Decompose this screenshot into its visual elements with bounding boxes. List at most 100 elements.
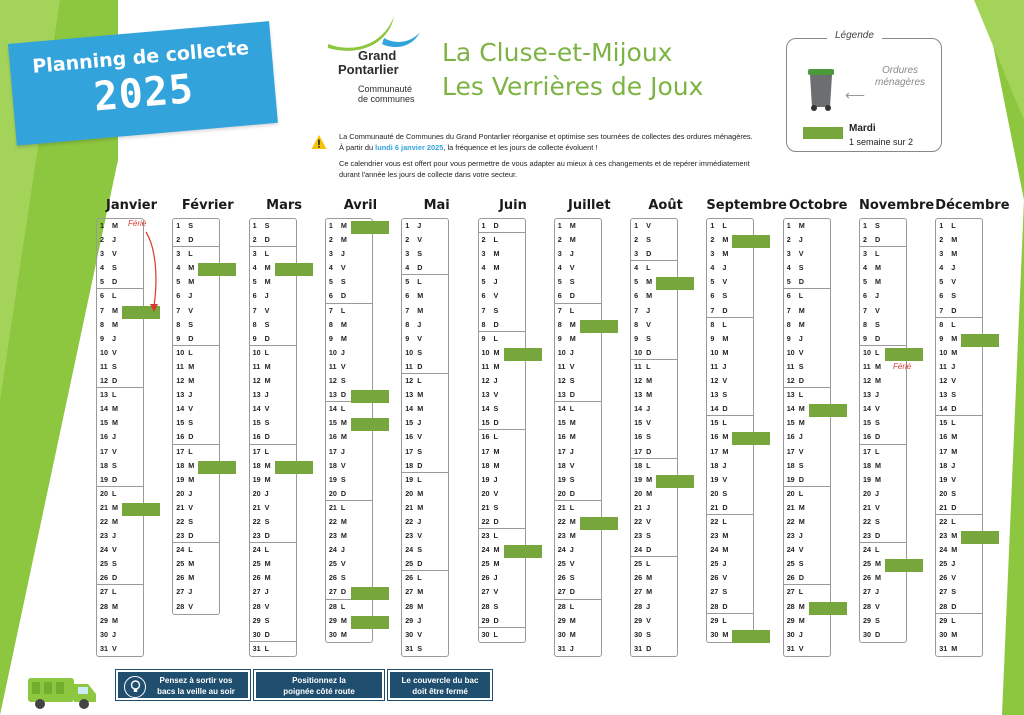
day-letter: L [569,305,575,315]
day-number: 13 [939,390,948,400]
day-number: 10 [863,347,871,357]
day-row: 27 S [936,585,982,599]
day-letter: M [951,432,958,442]
day-letter: M [493,249,500,259]
day-row: 25 S [97,557,143,571]
day-number: 10 [786,347,795,357]
day-letter: J [340,347,345,357]
legend-waste-type-line2: ménagères [874,77,926,88]
tip-2-line2: poignée côté route [283,687,355,696]
day-row: 29 M [97,614,143,628]
month-name: Mars [266,198,303,213]
day-number: 12 [481,376,490,386]
day-row: 11 S [97,360,143,374]
day-row: 16 M [707,430,771,446]
day-letter: M [417,587,424,597]
day-number: 13 [176,390,185,400]
day-number: 11 [405,361,413,371]
day-row: 29 J [402,614,448,628]
day-row: 18 S [784,459,830,473]
day-letter: S [722,587,728,597]
day-letter: V [646,418,651,428]
day-row: 17 J [326,445,372,459]
day-number: 12 [939,376,948,386]
day-letter: S [569,376,575,386]
day-number: 20 [710,488,719,498]
day-number: 9 [328,333,333,343]
day-number: 4 [405,263,410,273]
day-number: 5 [939,277,944,287]
day-letter: S [722,390,728,400]
day-letter: M [875,376,881,386]
day-number: 13 [634,390,643,400]
day-row: 14 M [97,402,143,416]
day-number: 25 [634,559,643,569]
day-row: 20 S [707,487,753,501]
day-number: 17 [710,446,719,456]
day-letter: M [340,432,347,442]
day-number: 18 [252,460,261,470]
day-letter: M [264,559,271,569]
day-letter: J [646,601,651,611]
month-column: Novembre 1 S 2 D 3 L 4 M 5 M 6 J 7 V 8 S 9 D 10 L 11 M 12 M 13 J 14… [859,194,934,643]
day-row: 30 L [479,628,525,642]
day-number: 28 [405,601,414,611]
day-row: 26 S [326,571,372,585]
month-column: Avril 1 M 2 M 3 J 4 V 5 S 6 D 7 L 8 M 9 M 10 J 11 V 12 S 13 D 14 L 15… [324,194,396,643]
day-row: 25 M [860,557,923,573]
day-row: 19 S [326,473,372,487]
day-letter: D [951,502,957,512]
day-row: 12 S [326,374,372,388]
day-number: 29 [557,615,566,625]
day-number: 7 [176,305,181,315]
day-letter: D [340,390,347,400]
day-row: 17 M [707,445,753,459]
day-number: 18 [176,460,185,470]
day-letter: S [646,432,651,442]
day-row: 18 J [707,459,753,473]
day-number: 29 [786,615,795,625]
day-row: 22 S [250,515,296,529]
day-row: 11 D [402,360,449,375]
day-number: 6 [176,291,181,301]
day-letter: M [722,432,729,442]
day-letter: V [569,559,575,569]
day-letter: L [646,361,651,371]
page-title: La Cluse-et-Mijoux Les Verrières de Joux [442,36,703,104]
day-letter: V [569,263,575,273]
day-number: 5 [863,277,867,287]
day-letter: M [340,221,347,230]
day-row: 14 M [402,402,448,416]
day-letter: M [798,601,805,611]
day-number: 4 [634,263,639,273]
day-letter: V [112,643,117,653]
day-letter: J [722,263,727,273]
day-row: 19 M [860,473,906,487]
day-letter: V [798,545,804,555]
day-letter: L [646,263,651,273]
day-number: 5 [710,277,715,287]
day-letter: J [188,488,193,498]
collection-day-marker [198,263,237,277]
day-letter: J [417,319,422,329]
day-letter: S [340,573,346,583]
day-letter: L [340,502,346,512]
day-number: 21 [100,502,108,512]
day-letter: D [264,432,270,442]
day-letter: M [493,559,500,569]
day-number: 22 [328,516,337,526]
day-number: 10 [557,347,566,357]
day-number: 9 [786,333,791,343]
day-row: 28 V [860,600,906,614]
day-letter: L [264,446,269,456]
day-number: 26 [100,573,108,583]
day-letter: D [264,629,270,639]
